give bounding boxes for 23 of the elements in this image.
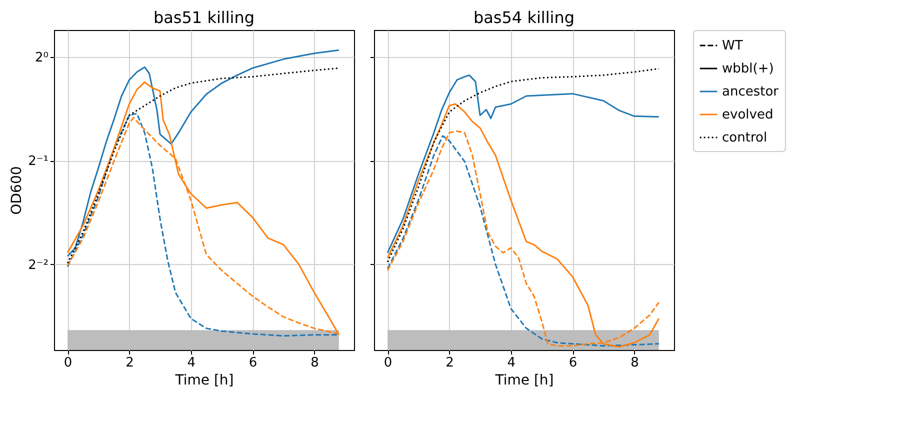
x-tick-label: 0 [384,356,392,370]
legend-label: control [722,130,768,146]
x-axis-title: Time [h] [174,372,234,388]
chart-title: bas54 killing [473,8,575,27]
x-tick-label: 6 [248,356,258,370]
legend-label: evolved [722,108,774,122]
chart-title: bas51 killing [153,8,255,27]
legend-label: wbbl(+) [722,62,774,76]
y-axis-title: OD600 [9,166,26,215]
legend-label: WT [722,38,743,54]
x-tick-label: 6 [568,356,578,370]
x-tick-label: 8 [630,356,639,370]
x-tick-label: 2 [126,356,134,370]
x-axis-title: Time [h] [494,372,554,388]
y-tick-label: 2⁻¹ [28,154,48,170]
x-tick-label: 8 [310,356,319,370]
x-tick-label: 2 [446,356,454,370]
x-tick-label: 4 [187,356,196,370]
legend-label: ancestor [722,84,780,100]
y-tick-label: 2⁰ [35,50,48,66]
x-tick-label: 0 [64,356,72,370]
x-tick-label: 4 [507,356,516,370]
y-tick-label: 2⁻² [28,258,48,273]
